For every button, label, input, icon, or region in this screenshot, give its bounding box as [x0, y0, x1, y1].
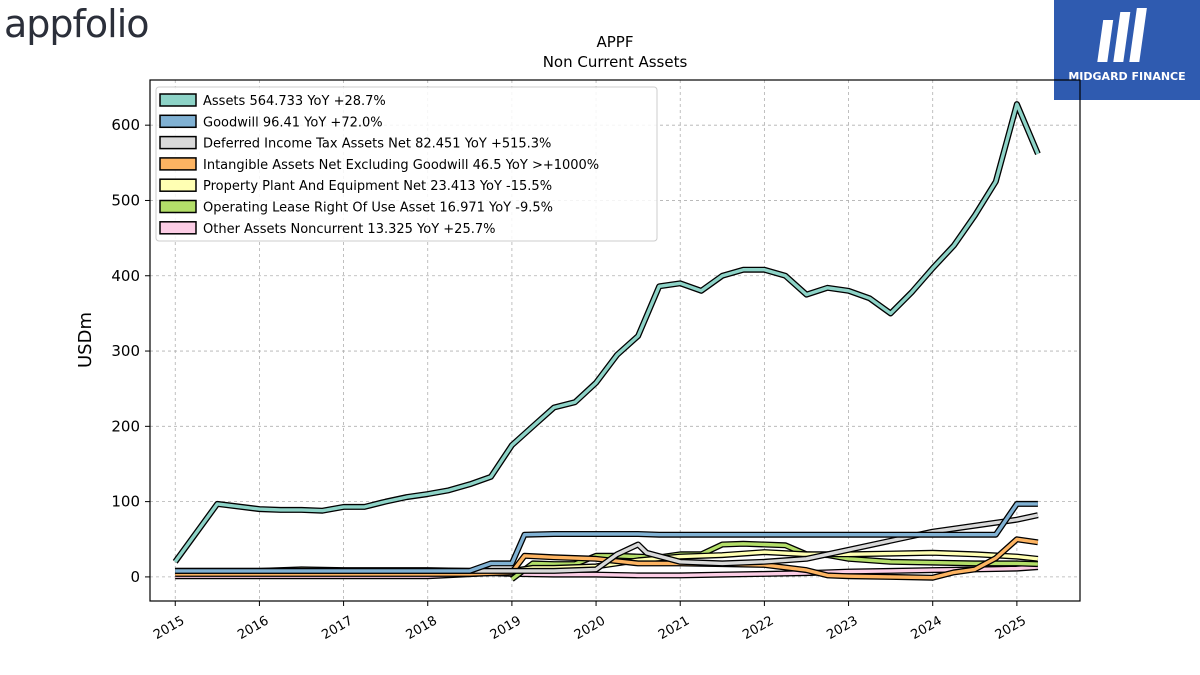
y-tick-label: 200: [111, 417, 140, 435]
series-line: [175, 502, 1038, 573]
legend: Assets 564.733 YoY +28.7% Goodwill 96.41 …: [155, 86, 658, 242]
series-layer: [172, 101, 1041, 582]
midgard-finance-wordmark: MIDGARD FINANCE: [1068, 70, 1186, 83]
series-3: [175, 536, 1039, 581]
y-axis: 0 100 200 300 400 500 600: [111, 116, 150, 586]
x-tick-label: 2016: [235, 613, 271, 643]
y-tick-label: 0: [130, 568, 140, 586]
legend-swatch: [159, 199, 197, 214]
series-2: [175, 512, 1039, 574]
legend-swatch: [159, 178, 197, 192]
legend-entry: Intangible Assets Net Excluding Goodwill…: [159, 157, 599, 173]
legend-entry: Other Assets Noncurrent 13.325 YoY +25.7…: [159, 221, 495, 237]
midgard-emblem-icon: [1097, 8, 1147, 62]
series-line: [173, 102, 1040, 563]
midgard-finance-logo: MIDGARD FINANCE: [1054, 0, 1200, 100]
legend-label: Intangible Assets Net Excluding Goodwill…: [203, 158, 599, 173]
legend-entry: Deferred Income Tax Assets Net 82.451 Yo…: [159, 135, 551, 152]
legend-entry: Assets 564.733 YoY +28.7%: [159, 93, 386, 109]
legend-swatch: [159, 93, 197, 107]
legend-entry: Goodwill 96.41 YoY +72.0%: [159, 114, 383, 130]
y-tick-label: 300: [111, 342, 140, 360]
legend-label: Deferred Income Tax Assets Net 82.451 Yo…: [203, 137, 551, 152]
plot-frame: [149, 79, 1081, 602]
y-axis-label: USDm: [75, 312, 96, 368]
x-tick-label: 2015: [151, 613, 187, 643]
legend-swatch: [159, 135, 197, 150]
legend-swatch: [159, 114, 197, 129]
x-tick-label: 2018: [404, 613, 440, 643]
x-tick-label: 2017: [319, 613, 355, 643]
legend-label: Operating Lease Right Of Use Asset 16.97…: [203, 201, 553, 216]
legend-swatch: [159, 221, 197, 235]
legend-label: Assets 564.733 YoY +28.7%: [203, 94, 386, 109]
legend-box: [155, 86, 658, 242]
legend-entry: Operating Lease Right Of Use Asset 16.97…: [159, 199, 553, 216]
legend-swatch: [159, 157, 197, 171]
y-tick-label: 600: [111, 116, 140, 134]
appfolio-logo: appfolio: [4, 2, 150, 46]
x-axis: 2015 2016 2017 2018 2019 2020 2021 2022 2023 2024…: [151, 601, 1029, 643]
series-1: [175, 500, 1038, 574]
legend-label: Property Plant And Equipment Net 23.413 …: [203, 179, 552, 194]
x-tick-label: 2024: [909, 613, 945, 643]
x-tick-label: 2025: [993, 613, 1029, 643]
series-0: [172, 101, 1041, 564]
legend-entry: Property Plant And Equipment Net 23.413 …: [159, 178, 552, 194]
chart-title: APPF: [597, 33, 634, 51]
series-line: [175, 537, 1039, 580]
legend-label: Other Assets Noncurrent 13.325 YoY +25.7…: [203, 222, 495, 237]
y-tick-label: 500: [111, 191, 140, 209]
x-tick-label: 2022: [740, 613, 776, 643]
x-tick-label: 2023: [824, 613, 860, 643]
x-tick-label: 2021: [656, 613, 692, 643]
chart-subtitle: Non Current Assets: [543, 53, 688, 71]
series-line: [175, 513, 1039, 573]
x-tick-label: 2019: [488, 613, 524, 643]
y-tick-label: 400: [111, 267, 140, 285]
x-tick-label: 2020: [572, 613, 608, 643]
y-tick-label: 100: [111, 493, 140, 511]
legend-label: Goodwill 96.41 YoY +72.0%: [203, 115, 383, 130]
